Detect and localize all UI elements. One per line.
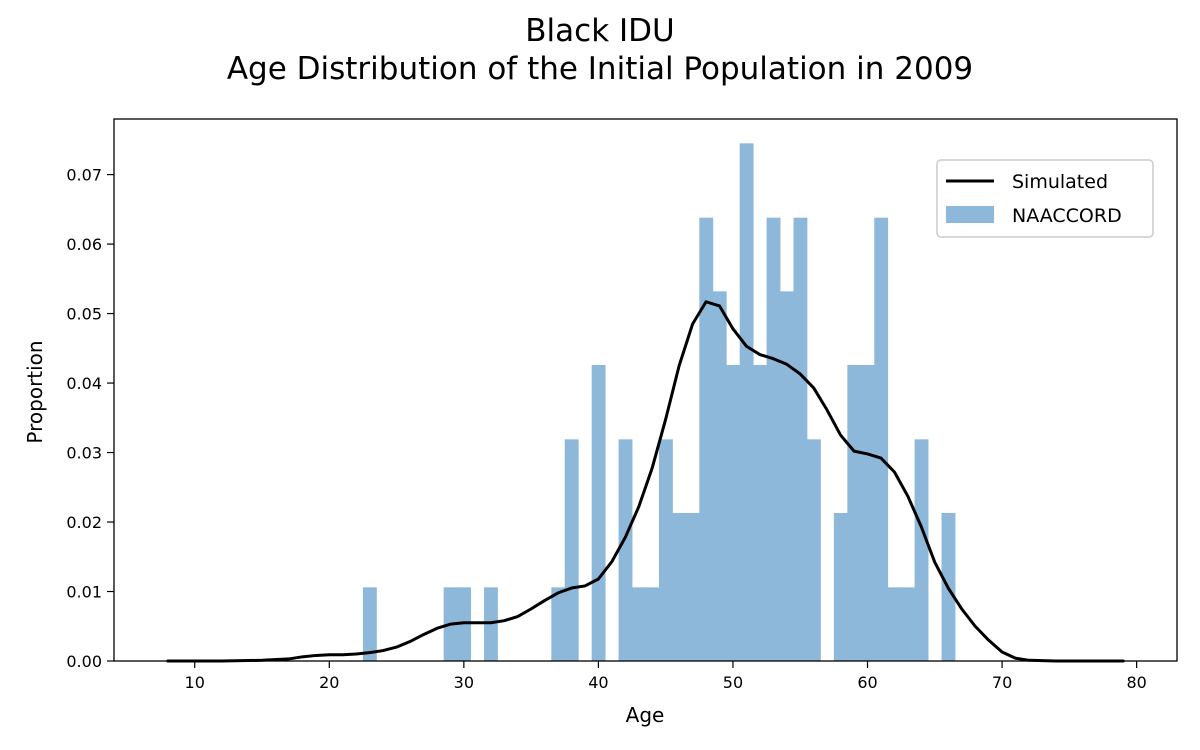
x-axis-label: Age [626, 703, 665, 727]
histogram-bar [591, 364, 606, 661]
histogram-bar [658, 439, 673, 661]
histogram-bar [632, 587, 646, 661]
y-axis-label: Proportion [23, 340, 47, 443]
legend: Simulated NAACCORD [936, 159, 1154, 238]
simulated-line-group [166, 300, 1125, 663]
y-tick-label: 0.02 [66, 513, 102, 532]
legend-label-simulated: Simulated [1012, 171, 1108, 193]
y-tick-label: 0.07 [66, 166, 102, 185]
histogram-bar [780, 291, 794, 661]
x-tick-label: 50 [723, 673, 743, 692]
histogram-bar [712, 291, 727, 661]
x-tick-label: 60 [857, 673, 877, 692]
x-tick-label: 40 [588, 673, 608, 692]
x-tick-label: 20 [319, 673, 339, 692]
y-tick-label: 0.04 [66, 374, 102, 393]
histogram-bar [726, 364, 741, 661]
histogram-bar [564, 439, 579, 661]
x-tick-label: 70 [992, 673, 1012, 692]
histogram-bar [914, 439, 929, 661]
plot-frame [113, 118, 1178, 662]
histogram-bar [901, 587, 916, 661]
chart-subtitle: Age Distribution of the Initial Populati… [227, 51, 973, 87]
histogram-bar [806, 439, 821, 661]
legend-bar-swatch [946, 206, 994, 223]
y-tick-label: 0.05 [66, 305, 102, 324]
histogram-bar [887, 587, 902, 661]
histogram-bar [793, 217, 808, 662]
simulated-line [166, 300, 1125, 663]
x-tick-label: 30 [454, 673, 474, 692]
axes: 10 20 30 40 50 60 70 80 0.00 0.01 0.02 0.03 0.04 0.05… [66, 118, 1178, 692]
histogram-bar [362, 587, 377, 661]
y-tick-label: 0.01 [66, 583, 102, 602]
histogram-bar [833, 512, 848, 661]
histogram-bar [753, 364, 768, 661]
y-tick-label: 0.03 [66, 444, 102, 463]
histogram-bar [685, 512, 700, 661]
chart-title: Black IDU [525, 13, 674, 49]
x-tick-label: 80 [1126, 673, 1146, 692]
histogram-bar [739, 143, 754, 661]
histogram-bar [874, 217, 889, 662]
histogram-bar [672, 512, 687, 661]
y-tick-label: 0.00 [66, 652, 102, 671]
y-tick-label: 0.06 [66, 235, 102, 254]
histogram-bar [699, 217, 714, 662]
histogram-bar [645, 587, 660, 661]
legend-label-naaccord: NAACCORD [1012, 205, 1122, 227]
histogram-bar [618, 439, 633, 661]
histogram-bar [766, 217, 781, 662]
histogram-bars [362, 143, 956, 662]
histogram-bar [847, 364, 862, 661]
x-tick-label: 10 [185, 673, 205, 692]
histogram-bar [860, 364, 875, 661]
histogram-bar [551, 587, 566, 661]
